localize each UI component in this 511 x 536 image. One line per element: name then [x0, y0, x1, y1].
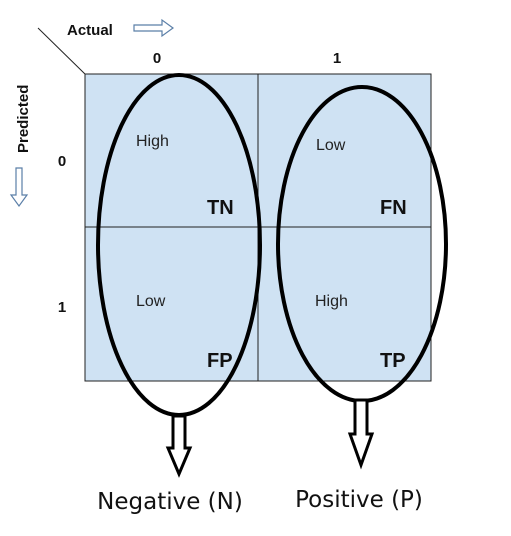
- down-arrow-icon: [9, 167, 29, 208]
- cell-fp-code: FP: [207, 350, 233, 372]
- cell-tp-level: High: [315, 293, 348, 310]
- actual-tick-1: 1: [333, 50, 341, 67]
- positive-down-arrow-icon: [347, 398, 375, 470]
- cell-fp-level: Low: [136, 293, 166, 310]
- header-diagonal-line: [37, 27, 87, 76]
- predicted-axis-title: Predicted: [15, 85, 32, 153]
- negative-down-arrow-icon: [165, 414, 193, 478]
- cell-tn-code: TN: [207, 197, 234, 219]
- actual-tick-0: 0: [153, 50, 161, 67]
- predicted-tick-0: 0: [58, 153, 66, 170]
- positive-class-label: Positive (P): [295, 487, 423, 513]
- cell-tn-level: High: [136, 133, 169, 150]
- actual-axis-title: Actual: [67, 22, 113, 39]
- negative-class-label: Negative (N): [97, 489, 243, 515]
- cell-tp-code: TP: [380, 350, 406, 372]
- cell-fn-level: Low: [316, 137, 346, 154]
- predicted-tick-1: 1: [58, 299, 66, 316]
- cell-fn-code: FN: [380, 197, 407, 219]
- right-arrow-icon: [133, 18, 175, 38]
